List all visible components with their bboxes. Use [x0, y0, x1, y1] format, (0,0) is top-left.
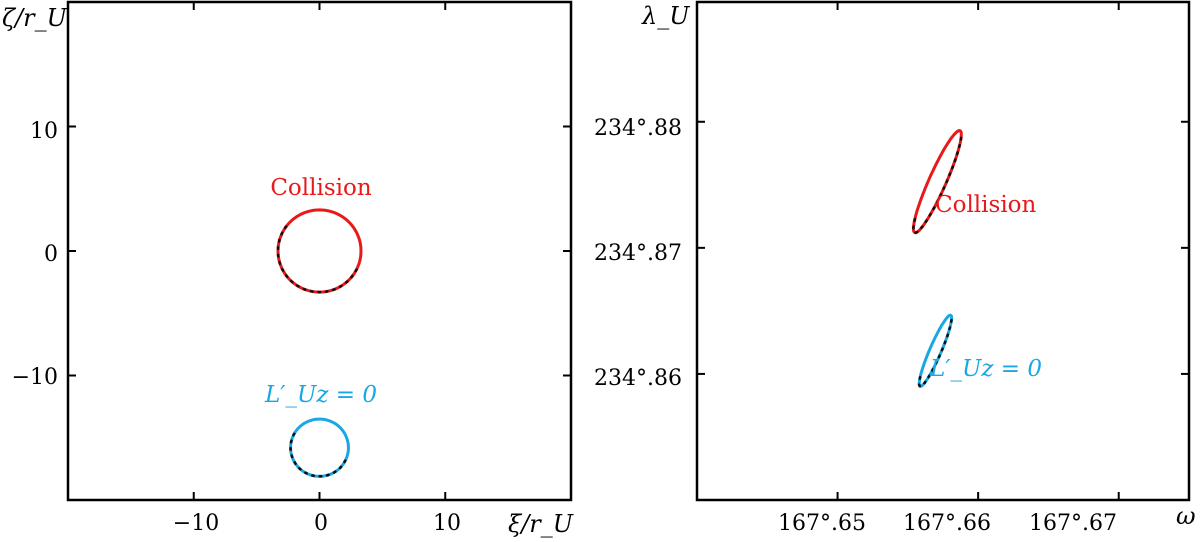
left-panel: −10 0 10 −10 0 10 ξ/r_U ζ/r_U Collision … — [2, 0, 574, 538]
left-ytick-label-1: 0 — [44, 242, 58, 267]
left-annotation-collision: Collision — [270, 175, 372, 201]
left-ytick-label-2: 10 — [30, 119, 58, 144]
left-ytick-label-0: −10 — [12, 365, 58, 390]
left-y-axis-label: ζ/r_U — [2, 4, 68, 32]
right-ticks — [697, 2, 1189, 500]
right-x-axis-label: ω — [1176, 502, 1196, 530]
right-ytick-label-2: 234°.88 — [594, 116, 682, 141]
left-dots-lz — [289, 428, 347, 478]
left-xtick-label-2: 10 — [433, 511, 461, 536]
left-plot-frame — [66, 0, 573, 502]
left-x-axis-label: ξ/r_U — [508, 510, 574, 538]
left-annotation-lz: L′_Uz = 0 — [264, 382, 377, 408]
left-ticks — [68, 2, 571, 500]
right-xtick-label-1: 167°.66 — [903, 511, 991, 536]
right-annotation-lz: L′_Uz = 0 — [929, 356, 1042, 382]
right-xtick-label-2: 167°.67 — [1029, 511, 1117, 536]
right-curves — [911, 129, 963, 388]
right-dots-collision — [912, 136, 963, 234]
left-curve-collision — [276, 208, 363, 294]
right-y-axis-label: λ_U — [641, 2, 690, 30]
left-xtick-label-0: −10 — [173, 511, 219, 536]
right-plot-frame — [695, 0, 1191, 502]
right-ytick-label-0: 234°.86 — [594, 366, 682, 391]
right-panel: 167°.65 167°.66 167°.67 234°.86 234°.87 … — [594, 0, 1196, 536]
left-curves — [276, 208, 363, 478]
right-xtick-label-0: 167°.65 — [778, 511, 866, 536]
right-dots-lz — [917, 318, 953, 388]
left-dots-collision — [276, 223, 358, 294]
right-annotation-collision: Collision — [935, 192, 1037, 218]
left-xtick-label-1: 0 — [314, 511, 328, 536]
right-ytick-label-1: 234°.87 — [594, 241, 682, 266]
